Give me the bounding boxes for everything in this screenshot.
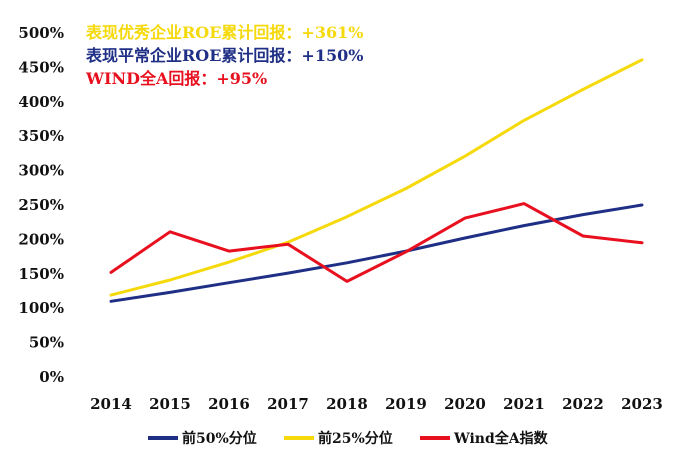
x-axis-ticks: 2014 2015 2016 2017 2018 2019 2020 2021 2022 2023 — [90, 395, 663, 413]
series-line-0 — [109, 203, 644, 303]
legend-label-top-50: 前50%分位 — [182, 430, 257, 447]
x-tick-label: 2014 — [90, 395, 132, 413]
y-tick-label: 200% — [18, 230, 64, 248]
y-tick-label: 150% — [18, 265, 64, 283]
x-tick-label: 2022 — [562, 395, 604, 413]
annotation-top-25: 表现优秀企业ROE累计回报：+361% — [85, 23, 363, 42]
y-tick-label: 300% — [18, 162, 64, 180]
x-tick-label: 2015 — [149, 395, 191, 413]
y-axis-ticks: 0% 50% 100% 150% 200% 250% 300% 350% 400% 450% 500… — [18, 24, 64, 386]
legend: 前50%分位 前25%分位 Wind全A指数 — [148, 430, 549, 447]
x-tick-label: 2019 — [385, 395, 427, 413]
annotation-wind: WIND全A回报：+95% — [85, 69, 267, 88]
x-tick-label: 2021 — [503, 395, 545, 413]
legend-label-top-25: 前25%分位 — [318, 430, 393, 447]
x-tick-label: 2020 — [444, 395, 486, 413]
x-tick-label: 2023 — [621, 395, 663, 413]
y-tick-label: 250% — [18, 196, 64, 214]
legend-label-wind: Wind全A指数 — [453, 430, 549, 447]
y-tick-label: 350% — [18, 127, 64, 145]
x-tick-label: 2018 — [326, 395, 368, 413]
series-lines — [109, 58, 644, 303]
y-tick-label: 500% — [18, 24, 64, 42]
series-line-1 — [109, 58, 644, 297]
annotation-top-50: 表现平常企业ROE累计回报：+150% — [85, 46, 363, 65]
annotations: 表现优秀企业ROE累计回报：+361% 表现平常企业ROE累计回报：+150% … — [85, 23, 363, 88]
series-line-2 — [109, 202, 644, 283]
y-tick-label: 50% — [29, 334, 64, 352]
y-tick-label: 0% — [39, 368, 64, 386]
x-tick-label: 2017 — [267, 395, 309, 413]
y-tick-label: 450% — [18, 58, 64, 76]
y-tick-label: 100% — [18, 299, 64, 317]
y-tick-label: 400% — [18, 93, 64, 111]
x-tick-label: 2016 — [208, 395, 250, 413]
